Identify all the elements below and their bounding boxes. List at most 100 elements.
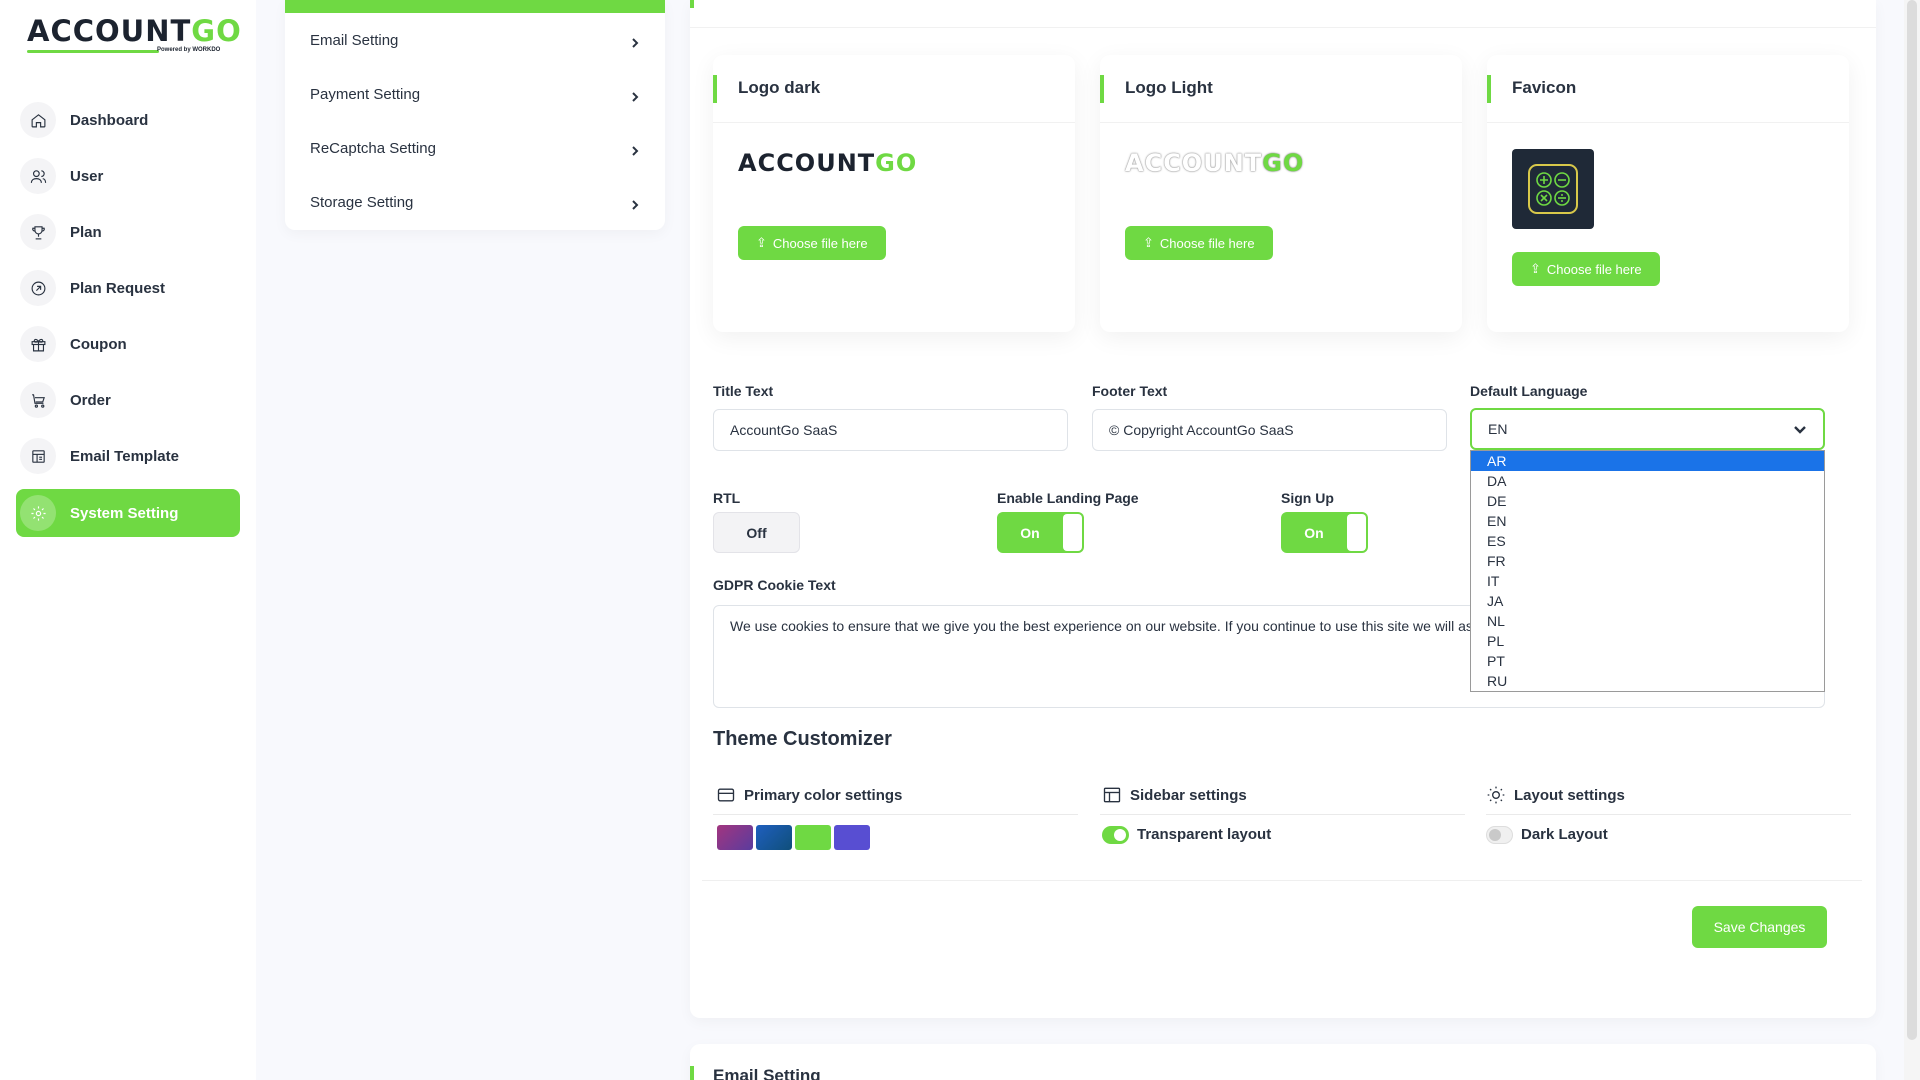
sidebar-item-label: Plan <box>70 223 102 241</box>
settings-item-label: Storage Setting <box>310 193 414 211</box>
language-option-ar[interactable]: AR <box>1471 451 1824 471</box>
sidebar-item-label: User <box>70 167 104 185</box>
divider <box>690 27 1876 28</box>
chevron-right-icon <box>630 35 640 48</box>
settings-item-payment[interactable]: Payment Setting <box>310 67 640 121</box>
dark-layout-label: Dark Layout <box>1521 826 1608 843</box>
settings-active-bar <box>285 0 665 13</box>
sidebar-settings-heading: Sidebar settings <box>1102 780 1247 810</box>
default-language-select[interactable]: EN <box>1470 408 1825 450</box>
settings-item-email[interactable]: Email Setting <box>310 13 640 67</box>
sidebar-item-label: Email Template <box>70 447 179 465</box>
cart-icon <box>20 382 56 418</box>
title-text-label: Title Text <box>713 383 774 399</box>
email-setting-title: Email Setting <box>713 1066 821 1080</box>
language-option-es[interactable]: ES <box>1487 533 1506 549</box>
users-icon <box>20 158 56 194</box>
color-swatch-blue[interactable] <box>756 825 792 850</box>
calculator-icon <box>1528 164 1578 214</box>
default-language-label: Default Language <box>1470 383 1588 399</box>
color-swatch-green[interactable] <box>795 825 831 850</box>
sidebar-item-plan[interactable]: Plan <box>16 208 240 256</box>
toggle-knob <box>1063 514 1082 551</box>
logo-dark-upload-button[interactable]: ⇪ Choose file here <box>738 226 886 260</box>
language-option-nl[interactable]: NL <box>1487 613 1505 629</box>
scrollbar-thumb[interactable] <box>1907 0 1917 1040</box>
sidebar-item-user[interactable]: User <box>16 152 240 200</box>
rtl-toggle[interactable]: Off <box>713 512 800 553</box>
logo-light-upload-button[interactable]: ⇪ Choose file here <box>1125 226 1273 260</box>
landing-page-label: Enable Landing Page <box>997 490 1139 506</box>
home-icon <box>20 102 56 138</box>
template-icon <box>20 438 56 474</box>
logo-light-card: Logo Light ACCOUNTGO ⇪ Choose file here <box>1100 55 1462 332</box>
gear-icon <box>20 495 56 531</box>
language-option-ja[interactable]: JA <box>1487 593 1504 609</box>
chevron-right-icon <box>630 143 640 156</box>
language-option-pt[interactable]: PT <box>1487 653 1505 669</box>
logo-light-title: Logo Light <box>1125 78 1213 97</box>
chevron-right-icon <box>630 197 640 210</box>
transparent-layout-switch[interactable] <box>1102 826 1129 844</box>
email-setting-card: Email Setting <box>690 1044 1876 1080</box>
gdpr-label: GDPR Cookie Text <box>713 577 836 593</box>
language-option-pl[interactable]: PL <box>1487 633 1505 649</box>
landing-page-toggle[interactable]: On <box>997 512 1084 553</box>
settings-item-label: Email Setting <box>310 31 399 49</box>
language-option-ru[interactable]: RU <box>1487 673 1508 689</box>
sign-up-label: Sign Up <box>1281 490 1334 506</box>
settings-nav: Email Setting Payment Setting ReCaptcha … <box>285 0 665 230</box>
settings-item-label: ReCaptcha Setting <box>310 139 436 157</box>
dark-layout-switch[interactable] <box>1486 826 1513 844</box>
sidebar-item-label: Plan Request <box>70 279 166 297</box>
favicon-preview <box>1512 149 1594 229</box>
sidebar-item-label: Order <box>70 391 111 409</box>
toggle-knob <box>1347 514 1366 551</box>
language-option-en[interactable]: EN <box>1487 513 1507 529</box>
favicon-card: Favicon ⇪ Choose file here <box>1487 55 1849 332</box>
sidebar-item-label: Dashboard <box>70 111 149 129</box>
chevron-down-icon <box>1794 426 1806 434</box>
settings-item-storage[interactable]: Storage Setting <box>310 175 640 229</box>
theme-customizer-title: Theme Customizer <box>713 728 892 750</box>
chevron-right-icon <box>630 89 640 102</box>
language-option-it[interactable]: IT <box>1487 573 1500 589</box>
language-option-da[interactable]: DA <box>1487 473 1507 489</box>
trophy-icon <box>20 214 56 250</box>
card-header-accent <box>690 0 694 8</box>
sidebar-item-email-template[interactable]: Email Template <box>16 432 240 480</box>
upload-icon: ⇪ <box>1530 261 1541 276</box>
arrow-circle-icon <box>20 270 56 306</box>
save-changes-button[interactable]: Save Changes <box>1692 906 1827 948</box>
layout-settings-heading: Layout settings <box>1486 780 1625 810</box>
credit-card-icon <box>717 788 735 802</box>
language-option-de[interactable]: DE <box>1487 493 1507 509</box>
sidebar-item-label: System Setting <box>70 504 179 522</box>
gift-icon <box>20 326 56 362</box>
sign-up-toggle[interactable]: On <box>1281 512 1368 553</box>
color-swatch-purple[interactable] <box>717 825 753 850</box>
upload-icon: ⇪ <box>1143 235 1154 250</box>
logo-dark-preview: ACCOUNTGO <box>738 149 918 177</box>
language-dropdown: AR DA DE EN ES FR IT JA NL PL PT RU <box>1470 450 1825 692</box>
sidebar-item-dashboard[interactable]: Dashboard <box>16 96 240 144</box>
color-swatch-indigo[interactable] <box>834 825 870 850</box>
sidebar-item-system-setting[interactable]: System Setting <box>16 489 240 537</box>
logo-main-text: ACCOUNT <box>27 14 192 48</box>
sidebar-item-order[interactable]: Order <box>16 376 240 424</box>
settings-item-recaptcha[interactable]: ReCaptcha Setting <box>310 121 640 175</box>
title-text-input[interactable] <box>713 409 1068 451</box>
logo-underline <box>27 50 159 53</box>
footer-text-input[interactable] <box>1092 409 1447 451</box>
sidebar-item-coupon[interactable]: Coupon <box>16 320 240 368</box>
brand-logo[interactable]: ACCOUNTGO Powered by WORKDO <box>27 14 241 58</box>
sidebar-layout-icon <box>1103 787 1121 803</box>
sidebar-item-label: Coupon <box>70 335 127 353</box>
sidebar: ACCOUNTGO Powered by WORKDO Dashboard Us… <box>0 0 256 1080</box>
favicon-upload-button[interactable]: ⇪ Choose file here <box>1512 252 1660 286</box>
divider <box>702 880 1862 881</box>
upload-icon: ⇪ <box>756 235 767 250</box>
sidebar-item-plan-request[interactable]: Plan Request <box>16 264 240 312</box>
language-option-fr[interactable]: FR <box>1487 553 1506 569</box>
transparent-layout-label: Transparent layout <box>1137 826 1272 843</box>
